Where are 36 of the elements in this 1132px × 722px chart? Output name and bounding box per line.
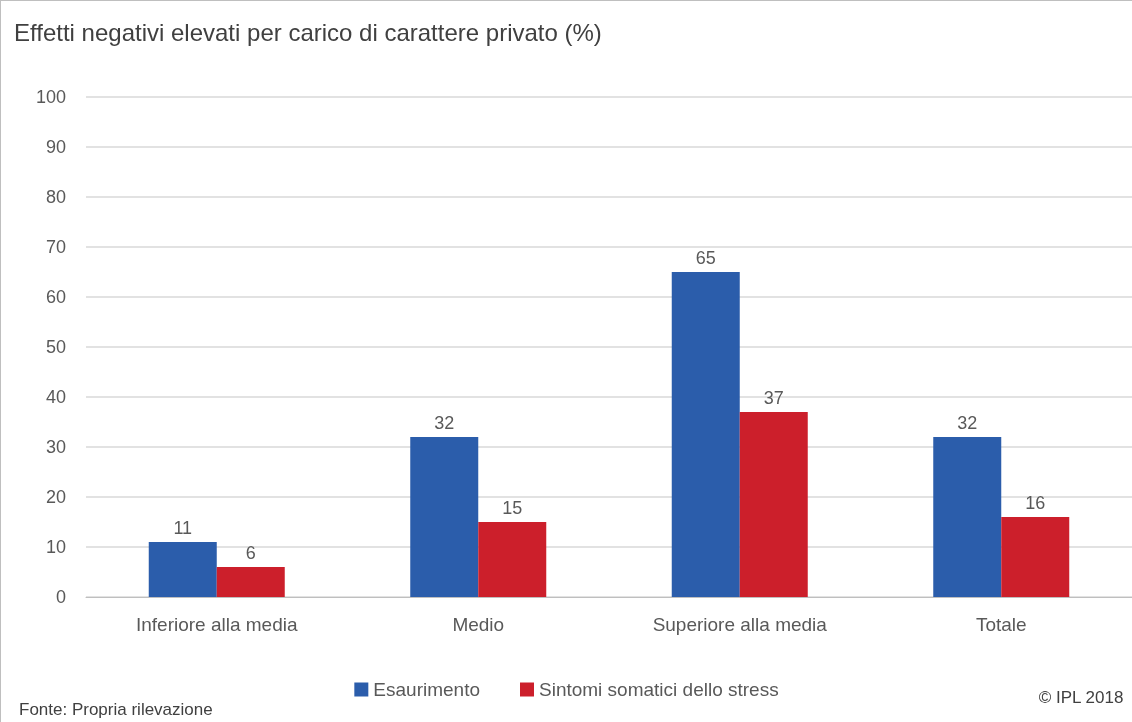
data-label: 37 xyxy=(763,388,784,408)
chart-title: Effetti negativi elevati per carico di carattere privato (%) xyxy=(14,18,602,46)
bar xyxy=(739,412,808,597)
data-label: 32 xyxy=(434,413,455,433)
x-tick-label: Inferiore alla media xyxy=(135,614,298,635)
data-label: 16 xyxy=(1025,493,1046,513)
y-tick-label: 70 xyxy=(45,237,66,257)
bar xyxy=(410,437,479,597)
bar xyxy=(1001,517,1070,597)
data-label: 6 xyxy=(245,543,256,563)
y-tick-label: 60 xyxy=(45,287,66,307)
x-tick-label: Medio xyxy=(452,614,505,635)
data-label: 65 xyxy=(695,248,716,268)
text: © IPL 2018 xyxy=(1038,688,1124,707)
y-tick-label: 20 xyxy=(45,487,66,507)
y-tick-label: 40 xyxy=(45,387,66,407)
data-label: 15 xyxy=(502,498,523,518)
bar xyxy=(216,567,285,597)
bar xyxy=(933,437,1002,597)
y-tick-label: 90 xyxy=(45,137,66,157)
legend-label: Sintomi somatici dello stress xyxy=(538,679,779,700)
data-label: 11 xyxy=(173,518,193,538)
x-tick-label: Superiore alla media xyxy=(652,614,828,635)
bar xyxy=(671,272,740,597)
bar xyxy=(478,522,547,597)
legend-label: Esaurimento xyxy=(373,679,480,700)
y-tick-label: 10 xyxy=(45,537,66,557)
data-label: 32 xyxy=(957,413,978,433)
x-tick-label: Totale xyxy=(975,614,1027,635)
source-note: Fonte: Propria rilevazione xyxy=(19,700,213,719)
y-tick-label: 30 xyxy=(45,437,66,457)
bar xyxy=(148,542,217,597)
y-tick-label: 100 xyxy=(35,87,66,107)
y-tick-label: 80 xyxy=(45,187,66,207)
y-tick-label: 0 xyxy=(55,587,66,607)
y-tick-label: 50 xyxy=(45,337,66,357)
